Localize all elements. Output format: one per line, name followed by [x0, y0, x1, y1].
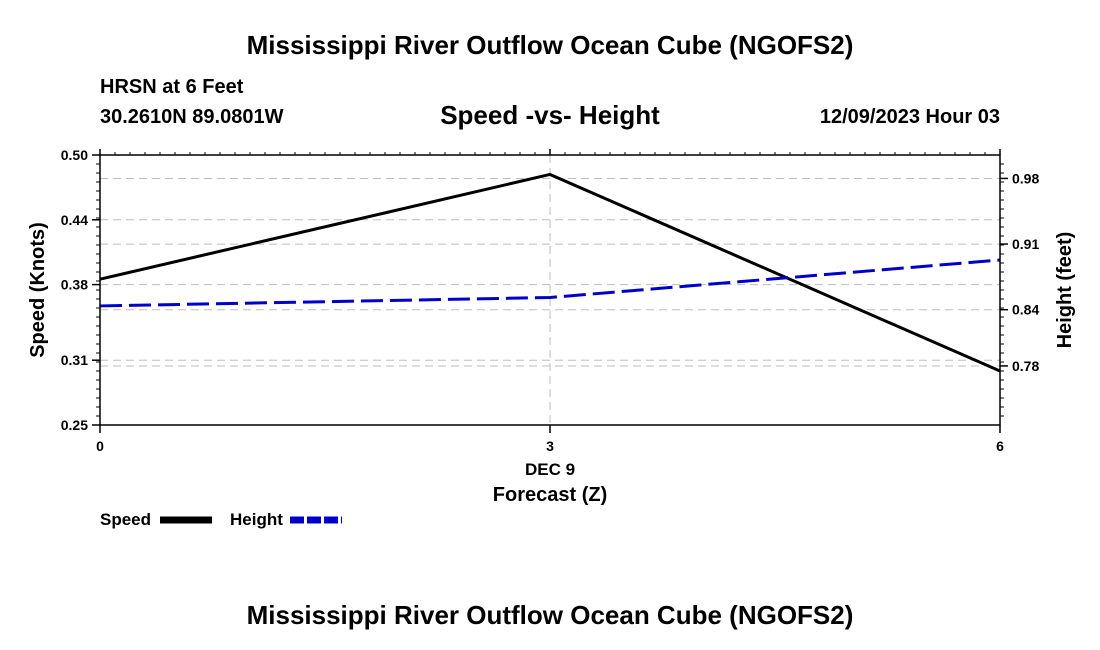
- series-lines: [99, 172, 1001, 373]
- y2-tick-label-1: 0.84: [1012, 302, 1039, 318]
- series-line-speed: [99, 172, 1001, 373]
- y2-tick-label-0: 0.78: [1012, 358, 1039, 374]
- y-tick-label-4: 0.50: [61, 147, 88, 163]
- x-tick-label-0: 0: [96, 438, 104, 454]
- chart-title: Speed -vs- Height: [440, 100, 660, 130]
- series-line-height: [99, 258, 1001, 308]
- legend-label-height: Height: [230, 510, 283, 529]
- coordinates-label: 30.2610N 89.0801W: [100, 106, 284, 128]
- y-tick-label-2: 0.38: [61, 277, 88, 293]
- x-date-label: DEC 9: [525, 460, 575, 479]
- x-tick-label-1: 3: [546, 438, 554, 454]
- x-tick-label-2: 6: [996, 438, 1004, 454]
- y2-tick-label-3: 0.98: [1012, 170, 1039, 186]
- footer-title: Mississippi River Outflow Ocean Cube (NG…: [246, 600, 854, 630]
- legend-label-speed: Speed: [100, 510, 151, 529]
- page-title: Mississippi River Outflow Ocean Cube (NG…: [246, 30, 854, 60]
- datetime-label: 12/09/2023 Hour 03: [819, 106, 1000, 128]
- x-axis-label: Forecast (Z): [493, 484, 607, 506]
- y2-axis-label: Height (feet): [1054, 232, 1076, 349]
- y-tick-label-3: 0.44: [61, 212, 88, 228]
- y-tick-label-1: 0.31: [61, 352, 88, 368]
- axis-ticks: [92, 149, 1008, 433]
- grid-lines: [100, 155, 1000, 425]
- axis-labels: 0.25 0.31 0.38 0.44 0.50 0.78 0.84 0.91 0.98 0 3 6 D…: [27, 147, 1076, 506]
- y-tick-label-0: 0.25: [61, 417, 88, 433]
- y-axis-label: Speed (Knots): [27, 222, 49, 358]
- legend: Speed Height: [100, 510, 342, 529]
- y2-tick-label-2: 0.91: [1012, 236, 1039, 252]
- station-label: HRSN at 6 Feet: [100, 76, 244, 98]
